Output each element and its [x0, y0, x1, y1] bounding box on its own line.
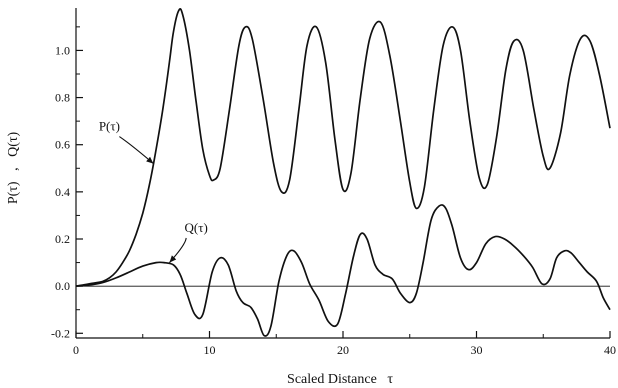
y-ticks: -0.2 0.0 0.2 0.4 0.6 0.8 1.0	[51, 26, 83, 340]
y-tick-label: 0.6	[55, 138, 70, 152]
y-tick-label: 0.2	[55, 232, 70, 246]
series-line-q	[75, 204, 611, 337]
annotation-q-arrow	[169, 237, 187, 263]
x-tick-label: 20	[337, 343, 349, 357]
y-tick-label: 0.8	[55, 91, 70, 105]
x-tick-label: 10	[204, 343, 216, 357]
series-layer	[75, 8, 611, 337]
y-tick-label: -0.2	[51, 326, 70, 340]
annotations: P(τ) Q(τ)	[99, 119, 208, 263]
y-tick-label: 0.4	[55, 185, 70, 199]
series-line-p	[75, 8, 611, 287]
x-axis-title: Scaled Distance τ	[287, 372, 393, 387]
x-tick-label: 40	[604, 343, 616, 357]
x-tick-label: 0	[73, 343, 79, 357]
plot-area: 0 10 20 30 40 -0.2 0.0 0.2 0.4 0.6 0.8 1.0 P(τ) Q(τ…	[51, 8, 616, 357]
x-tick-label: 30	[471, 343, 483, 357]
annotation-p-label: P(τ)	[99, 119, 120, 134]
y-tick-label: 0.0	[55, 279, 70, 293]
y-tick-label: 1.0	[55, 43, 70, 57]
y-axis-title: P(τ) , Q(τ)	[6, 132, 21, 205]
annotation-q-label: Q(τ)	[185, 220, 208, 235]
annotation-p-arrow	[119, 136, 154, 164]
x-ticks: 0 10 20 30 40	[73, 331, 616, 357]
